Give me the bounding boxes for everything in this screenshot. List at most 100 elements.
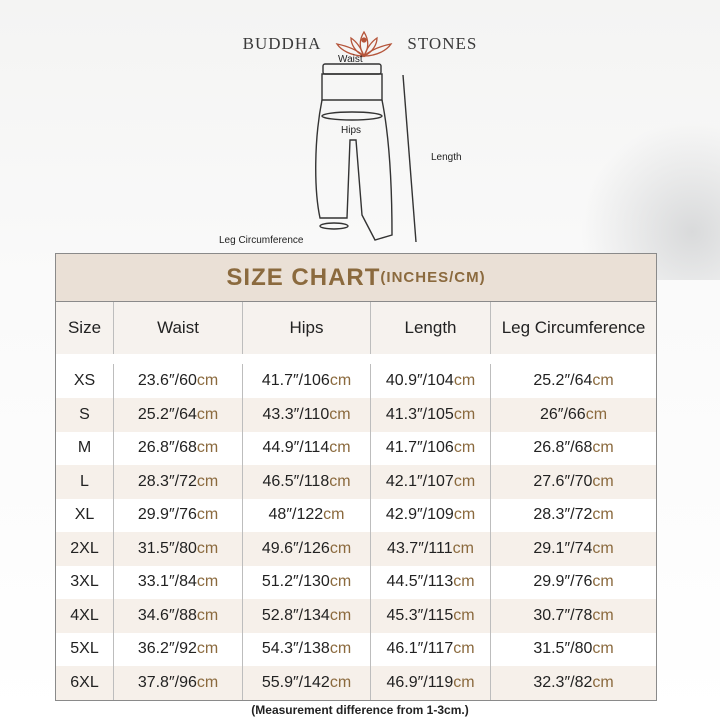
unit-label: cm: [329, 372, 352, 389]
cell-value: 25.2″/64: [137, 405, 197, 423]
size-cell: L: [56, 465, 114, 499]
cell-value: 32.3″/82: [533, 673, 593, 691]
measurement-cell: 41.7″/106 cm: [371, 431, 491, 465]
measurement-cell: 29.9″/76 cm: [491, 566, 656, 600]
cell-value: 5XL: [70, 640, 99, 658]
cell-value: 26.8″/68: [533, 439, 593, 457]
measurement-cell: 45.3″/115 cm: [371, 599, 491, 633]
unit-label: cm: [329, 573, 352, 591]
cell-value: 26.8″/68: [137, 439, 197, 457]
measurement-cell: 46.1″/117 cm: [371, 632, 491, 666]
cell-value: 23.6″/60: [137, 372, 197, 389]
size-cell: XL: [56, 498, 114, 532]
measurement-cell: 32.3″/82 cm: [491, 666, 656, 700]
cell-value: 27.6″/70: [533, 472, 593, 490]
unit-label: cm: [329, 472, 351, 490]
size-cell: 6XL: [56, 666, 114, 700]
unit-label: cm: [453, 573, 475, 591]
cell-value: 28.3″/72: [137, 472, 197, 490]
table-row: 5XL 36.2″/92 cm 54.3″/138 cm 46.1″/117 cm 31.5″…: [56, 632, 656, 667]
cell-value: 25.2″/64: [533, 372, 593, 389]
cell-value: 51.2″/130: [261, 573, 330, 591]
cell-value: XS: [73, 372, 96, 389]
unit-label: cm: [592, 539, 614, 557]
cell-value: 29.9″/76: [533, 573, 593, 591]
table-row: XS 23.6″/60 cm 41.7″/106 cm 40.9″/104 cm 25.2″/…: [56, 354, 656, 398]
measurement-cell: 25.2″/64 cm: [114, 398, 243, 432]
unit-label: cm: [453, 439, 476, 457]
cell-value: 42.9″/109: [385, 506, 454, 524]
cell-value: 31.5″/80: [533, 640, 593, 658]
unit-label: cm: [453, 506, 476, 524]
unit-label: cm: [196, 539, 219, 557]
lotus-icon: [335, 30, 393, 58]
column-header: Length: [371, 302, 491, 354]
table-row: L 28.3″/72 cm 46.5″/118 cm 42.1″/107 cm 27.6″/7…: [56, 465, 656, 499]
size-cell: 2XL: [56, 532, 114, 566]
unit-label: cm: [592, 372, 614, 389]
title-unit: (INCHES/CM): [380, 269, 486, 286]
cell-value: 36.2″/92: [137, 640, 197, 658]
size-cell: XS: [56, 364, 114, 398]
unit-label: cm: [592, 472, 614, 490]
measurement-cell: 41.7″/106 cm: [243, 364, 371, 398]
unit-label: cm: [196, 673, 219, 691]
size-cell: 5XL: [56, 632, 114, 666]
label-leg-circumference: Leg Circumference: [219, 235, 304, 246]
measurement-cell: 26″/66 cm: [491, 398, 656, 432]
cell-value: 52.8″/134: [261, 606, 330, 624]
size-cell: M: [56, 431, 114, 465]
unit-label: cm: [329, 673, 352, 691]
measurement-cell: 51.2″/130 cm: [243, 565, 371, 599]
unit-label: cm: [196, 573, 219, 591]
cell-value: 30.7″/78: [533, 606, 593, 624]
brand-logo: BUDDHA STONES: [0, 28, 720, 60]
measurement-cell: 26.8″/68 cm: [114, 431, 243, 465]
size-cell: S: [56, 398, 114, 432]
size-cell: 3XL: [56, 565, 114, 599]
measurement-cell: 30.7″/78 cm: [491, 599, 656, 633]
unit-label: cm: [592, 573, 614, 591]
measurement-cell: 28.3″/72 cm: [114, 465, 243, 499]
table-row: 4XL 34.6″/88 cm 52.8″/134 cm 45.3″/115 cm 30.7″…: [56, 599, 656, 633]
cell-value: 44.9″/114: [262, 439, 330, 457]
cell-value: 42.1″/107: [385, 472, 454, 490]
measurement-cell: 41.3″/105 cm: [371, 398, 491, 432]
measurement-cell: 26.8″/68 cm: [491, 432, 656, 466]
pants-diagram: [315, 63, 417, 243]
cell-value: 34.6″/88: [137, 606, 197, 624]
cell-value: L: [80, 472, 89, 490]
unit-label: cm: [196, 405, 219, 423]
measurement-note: (Measurement difference from 1-3cm.): [251, 703, 469, 717]
cell-value: 46.5″/118: [262, 472, 330, 490]
measurement-cell: 36.2″/92 cm: [114, 632, 243, 666]
table-row: 2XL 31.5″/80 cm 49.6″/126 cm 43.7″/111 cm 29.1″…: [56, 532, 656, 566]
measurement-cell: 54.3″/138 cm: [243, 632, 371, 666]
unit-label: cm: [329, 539, 352, 557]
unit-label: cm: [453, 372, 476, 389]
size-cell: 4XL: [56, 599, 114, 633]
table-row: M 26.8″/68 cm 44.9″/114 cm 41.7″/106 cm 26.8″/6…: [56, 431, 656, 466]
unit-label: cm: [452, 539, 474, 557]
measurement-cell: 42.1″/107 cm: [371, 465, 491, 499]
cell-value: 41.7″/106: [385, 439, 454, 457]
measurement-cell: 44.5″/113 cm: [371, 565, 491, 599]
measurement-cell: 43.7″/111 cm: [371, 532, 491, 566]
cell-value: 46.9″/119: [386, 673, 454, 691]
table-row: 3XL 33.1″/84 cm 51.2″/130 cm 44.5″/113 cm 29.9″…: [56, 565, 656, 600]
measurement-cell: 31.5″/80 cm: [491, 633, 656, 667]
unit-label: cm: [329, 640, 352, 658]
measurement-cell: 29.1″/74 cm: [491, 532, 656, 566]
measurement-cell: 42.9″/109 cm: [371, 498, 491, 532]
cell-value: 41.7″/106: [261, 372, 330, 389]
table-title: SIZE CHART (INCHES/CM): [56, 254, 656, 302]
measurement-cell: 37.8″/96 cm: [114, 666, 243, 700]
header-row: Size Waist Hips Length Leg Circumference: [56, 302, 656, 354]
unit-label: cm: [196, 606, 219, 624]
column-header: Waist: [114, 302, 243, 354]
unit-label: cm: [196, 472, 219, 490]
cell-value: 43.3″/110: [262, 405, 330, 423]
column-header: Leg Circumference: [501, 318, 646, 337]
column-header: Size: [56, 302, 114, 354]
measurement-cell: 28.3″/72 cm: [491, 499, 656, 533]
